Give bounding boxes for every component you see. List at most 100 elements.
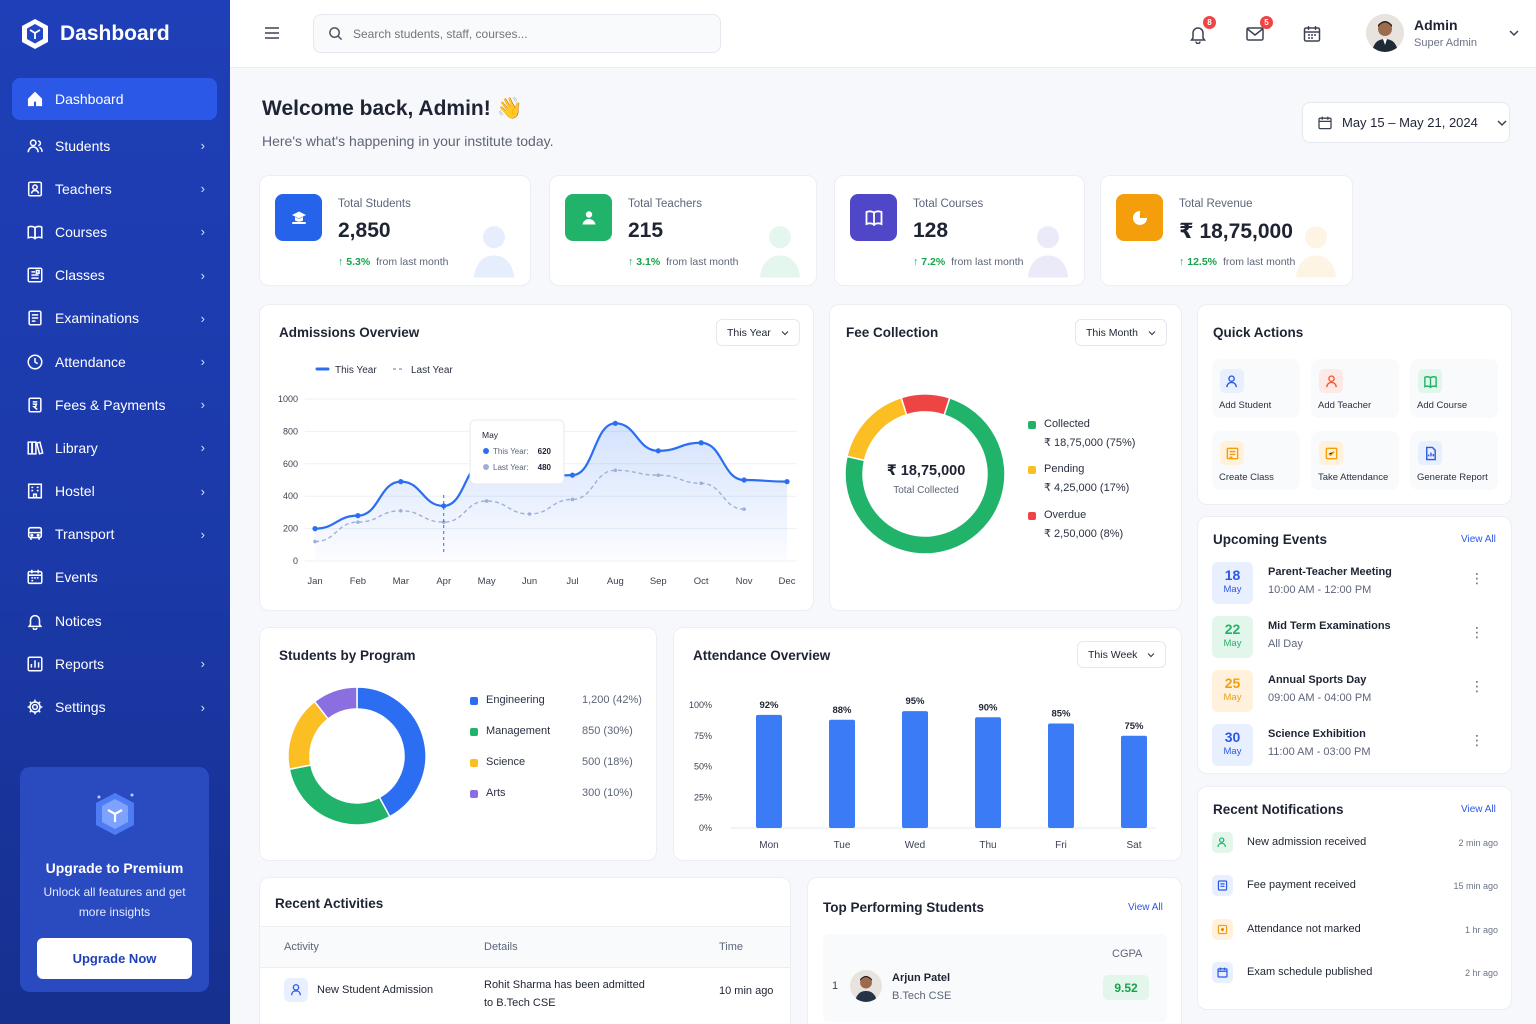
notification-item[interactable]: New admission received 2 min ago — [1212, 832, 1498, 854]
notification-item[interactable]: Attendance not marked 1 hr ago — [1212, 918, 1498, 941]
program-slice-management[interactable] — [288, 764, 391, 826]
stat-change-note: from last month — [1222, 256, 1296, 268]
attendance-bar-thu[interactable] — [975, 717, 1001, 828]
attendance-bar-chart: 0% 25% 50% 75% 100% 92% Mon 88% Tue 95% Wed 90% Thu 8… — [689, 696, 1156, 851]
quick-action-add-student[interactable]: Add Student — [1212, 359, 1300, 418]
search-input[interactable] — [353, 26, 693, 41]
quick-action-create-class[interactable]: Create Class — [1212, 431, 1300, 490]
attendance-bar-wed[interactable] — [902, 711, 928, 828]
this-year-point[interactable] — [784, 479, 790, 485]
event-item[interactable]: 30 May Science Exhibition 11:00 AM - 03:… — [1212, 724, 1498, 766]
events-view-all-link[interactable]: View All — [1461, 534, 1496, 545]
chevron-right-icon: › — [200, 483, 205, 499]
event-item[interactable]: 18 May Parent-Teacher Meeting 10:00 AM -… — [1212, 562, 1498, 604]
stat-card-students[interactable]: Total Students 2,850 ↑ 5.3% from last mon… — [259, 175, 531, 286]
top-students-view-all-link[interactable]: View All — [1128, 902, 1163, 913]
quick-action-take-attendance[interactable]: Take Attendance — [1311, 431, 1399, 490]
search-bar[interactable] — [313, 14, 721, 53]
this-year-point[interactable] — [741, 477, 747, 483]
program-slice-arts[interactable] — [313, 687, 358, 720]
admissions-period-dropdown[interactable]: This Year — [716, 319, 800, 346]
bar-value-label: 95% — [905, 696, 925, 707]
attendance-bar-tue[interactable] — [829, 719, 855, 828]
upgrade-now-button[interactable]: Upgrade Now — [37, 938, 192, 979]
sidebar-item-transport[interactable]: Transport › — [12, 513, 217, 556]
stat-card-teachers[interactable]: Total Teachers 215 ↑ 3.1% from last month — [549, 175, 817, 286]
notifications-button[interactable]: 8 — [1188, 16, 1216, 45]
sidebar-item-notices[interactable]: Notices — [12, 599, 217, 642]
attendance-bar-mon[interactable] — [756, 714, 782, 828]
quick-action-add-teacher[interactable]: Add Teacher — [1311, 359, 1399, 418]
sidebar-item-settings[interactable]: Settings › — [12, 685, 217, 728]
top-students-card: Top Performing Students View All CGPA 1 … — [807, 877, 1182, 1024]
this-year-point[interactable] — [612, 420, 618, 426]
sidebar-item-label: Reports — [55, 655, 105, 672]
this-year-point[interactable] — [569, 472, 576, 478]
attendance-period-dropdown[interactable]: This Week — [1077, 641, 1167, 668]
more-vertical-icon[interactable]: ⋮ — [1470, 678, 1484, 694]
attendance-bar-sat[interactable] — [1121, 735, 1147, 828]
cgpa-badge: 9.52 — [1103, 975, 1149, 1000]
fee-period-dropdown[interactable]: This Month — [1075, 319, 1167, 346]
messages-button[interactable]: 5 — [1245, 16, 1273, 44]
attendance-bar-fri[interactable] — [1048, 723, 1074, 828]
legend-label: Overdue — [1044, 509, 1087, 521]
calendar-button[interactable] — [1302, 24, 1322, 44]
sidebar-item-teachers[interactable]: Teachers › — [12, 167, 217, 210]
chevron-down-icon — [1509, 30, 1519, 37]
sidebar-item-fees-payments[interactable]: Fees & Payments › — [12, 383, 217, 426]
sidebar-item-courses[interactable]: Courses › — [12, 210, 217, 253]
last-year-point — [356, 520, 360, 524]
event-item[interactable]: 25 May Annual Sports Day 09:00 AM - 04:0… — [1212, 670, 1498, 712]
this-year-point[interactable] — [398, 479, 404, 485]
more-vertical-icon[interactable]: ⋮ — [1470, 624, 1484, 640]
notification-item[interactable]: Exam schedule published 2 hr ago — [1212, 961, 1498, 984]
notification-item[interactable]: Fee payment received 15 min ago — [1212, 875, 1498, 897]
date-range-picker[interactable]: May 15 – May 21, 2024 — [1302, 102, 1510, 143]
stat-card-courses[interactable]: Total Courses 128 ↑ 7.2% from last month — [834, 175, 1085, 286]
bar-value-label: 88% — [832, 705, 852, 716]
fee-slice-collected[interactable] — [844, 396, 1006, 555]
x-tick-label: Oct — [694, 576, 709, 587]
revenue-icon-watermark — [1295, 226, 1337, 278]
event-time: 10:00 AM - 12:00 PM — [1268, 584, 1372, 596]
table-row[interactable]: 1 Arjun Patel B.Tech CSE 9.52 — [823, 966, 1167, 1008]
sidebar-item-classes[interactable]: Classes › — [12, 254, 217, 297]
event-item[interactable]: 22 May Mid Term Examinations All Day ⋮ — [1212, 616, 1498, 658]
y-tick-label: 200 — [283, 524, 298, 534]
sidebar-item-examinations[interactable]: Examinations › — [12, 297, 217, 340]
this-year-point[interactable] — [441, 503, 447, 509]
x-tick-label: Nov — [736, 576, 753, 587]
more-vertical-icon[interactable]: ⋮ — [1470, 732, 1484, 748]
this-year-point[interactable] — [355, 513, 361, 519]
brand[interactable]: Dashboard — [20, 18, 170, 50]
sidebar-item-label: Fees & Payments — [55, 396, 166, 413]
this-year-point[interactable] — [312, 526, 318, 532]
this-year-point[interactable] — [698, 440, 704, 446]
sidebar-item-attendance[interactable]: Attendance › — [12, 340, 217, 383]
sidebar-item-library[interactable]: Library › — [12, 426, 217, 469]
sidebar-item-events[interactable]: Events — [12, 556, 217, 599]
notifications-view-all-link[interactable]: View All — [1461, 804, 1496, 815]
sidebar-item-reports[interactable]: Reports › — [12, 642, 217, 685]
admission-icon — [284, 978, 308, 1002]
receipt-icon — [1212, 875, 1233, 897]
recent-notifications-card: Recent Notifications View All New admiss… — [1197, 786, 1512, 1010]
sidebar-item-dashboard[interactable]: Dashboard — [12, 78, 217, 120]
sidebar-item-label: Courses — [55, 223, 108, 240]
stat-card-revenue[interactable]: Total Revenue ₹ 18,75,000 ↑ 12.5% from la… — [1100, 175, 1353, 286]
program-slice-engineering[interactable] — [356, 687, 427, 818]
more-vertical-icon[interactable]: ⋮ — [1470, 570, 1484, 586]
app-title: Dashboard — [60, 22, 170, 45]
quick-action-add-course[interactable]: Add Course — [1410, 359, 1498, 418]
sidebar-item-students[interactable]: Students › — [12, 124, 217, 167]
fee-slice-pending[interactable] — [846, 396, 908, 462]
quick-action-generate-report[interactable]: Generate Report — [1410, 431, 1498, 490]
this-year-point[interactable] — [655, 448, 661, 454]
sidebar-item-hostel[interactable]: Hostel › — [12, 470, 217, 513]
fee-slice-overdue[interactable] — [900, 393, 951, 416]
menu-icon[interactable] — [264, 26, 280, 40]
table-row[interactable]: New Student Admission Rohit Sharma has b… — [260, 970, 790, 1020]
user-profile-menu[interactable]: Admin Super Admin — [1366, 14, 1519, 52]
event-time: All Day — [1268, 638, 1303, 650]
